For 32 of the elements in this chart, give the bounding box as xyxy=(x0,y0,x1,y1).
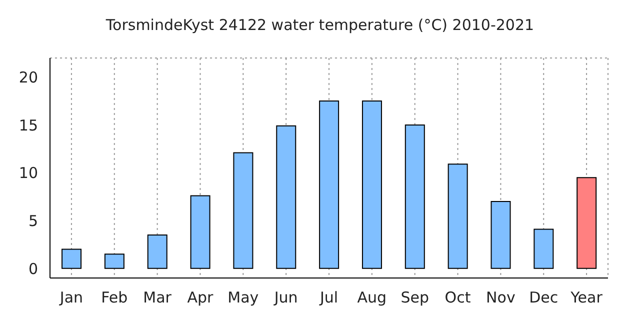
x-tick-label: Sep xyxy=(400,288,429,307)
bar xyxy=(362,100,382,269)
x-tick-label: Jun xyxy=(273,288,298,307)
x-tick-label: Nov xyxy=(486,288,516,307)
x-tick-label: Feb xyxy=(101,288,128,307)
bar xyxy=(104,254,124,269)
bar xyxy=(276,125,296,269)
x-tick-label: Jul xyxy=(318,288,338,307)
bar xyxy=(147,234,168,269)
y-tick-label: 10 xyxy=(18,164,38,182)
x-tick-label: Apr xyxy=(187,288,214,307)
x-tick-label: Oct xyxy=(444,288,471,307)
bar xyxy=(448,164,468,269)
y-tick-label: 5 xyxy=(28,212,38,230)
bar xyxy=(190,195,210,269)
y-tick-label: 20 xyxy=(18,68,38,86)
bar xyxy=(233,152,254,269)
bar xyxy=(404,124,425,269)
bar xyxy=(534,228,554,269)
x-tick-label: Dec xyxy=(529,288,558,307)
x-tick-label: Mar xyxy=(143,288,172,307)
y-tick-label: 15 xyxy=(18,116,38,134)
y-tick-label: 0 xyxy=(28,260,38,278)
bar xyxy=(490,200,511,269)
bar xyxy=(576,177,597,269)
bar xyxy=(319,100,340,269)
x-tick-label: Jan xyxy=(58,288,84,307)
x-tick-label: Aug xyxy=(357,288,387,307)
x-tick-label: May xyxy=(228,288,259,307)
bar xyxy=(62,248,82,269)
chart-title: TorsmindeKyst 24122 water temperature (°C) 2010-2021 xyxy=(104,16,536,34)
x-tick-label: Year xyxy=(570,288,604,307)
